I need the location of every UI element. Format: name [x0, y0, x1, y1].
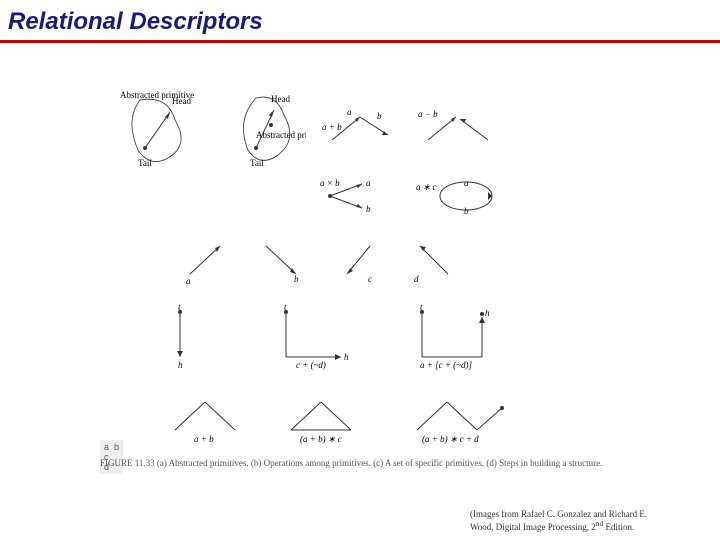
- d1-1-b: c + (~d): [296, 360, 326, 370]
- label-head: Head: [172, 96, 191, 106]
- label-tail-2: Tail: [250, 158, 264, 168]
- prim-d: d: [408, 234, 468, 284]
- op2-expr: a × b: [320, 178, 340, 188]
- fl-a: a: [104, 442, 109, 452]
- figure-area: Abstracted primitive Head Tail Head Abst…: [120, 90, 680, 490]
- d2-2-lbl: (a + b) ∗ c + d: [422, 434, 479, 444]
- row-d2: a + b (a + b) ∗ c (a + b) ∗ c + d: [160, 390, 680, 445]
- blob-2: Head Abstracted primitive Tail: [226, 90, 306, 170]
- d1-2-b: a + [c + (~d)]: [420, 360, 473, 370]
- d1-1-r: h: [344, 352, 349, 362]
- label-abstracted-2: Abstracted primitive: [256, 130, 306, 140]
- figure-caption: FIGURE 11.33 (a) Abstracted primitives. …: [100, 458, 660, 468]
- label-head-2: Head: [271, 94, 290, 104]
- attr-line2: Wood, Digital Image Processing, 2: [470, 522, 596, 532]
- prim-a: a: [180, 234, 240, 284]
- op3-mid: b: [464, 206, 469, 216]
- op0-expr: a + b: [322, 122, 342, 132]
- op2-b: b: [366, 204, 371, 214]
- op-aminusb: a − b: [418, 105, 498, 155]
- d1-0-b: h: [178, 360, 183, 370]
- d2-0-lbl: a + b: [194, 434, 214, 444]
- fl-b: b: [114, 442, 119, 452]
- op1-expr: a − b: [418, 109, 438, 119]
- row-a: Abstracted primitive Head Tail Head Abst…: [120, 90, 680, 170]
- blob-1: Abstracted primitive Head Tail: [120, 90, 210, 170]
- d1-0: t h: [160, 302, 250, 372]
- prim-c-lbl: c: [368, 274, 372, 284]
- d1-1: t c + (~d) h: [266, 302, 386, 372]
- d2-1-lbl: (a + b) ∗ c: [300, 434, 342, 444]
- page-title: Relational Descriptors: [8, 8, 263, 35]
- row-b2: a × b a b a ∗ c a b: [320, 176, 680, 216]
- op-astar: a ∗ c a b: [416, 176, 506, 216]
- d2-0: a + b: [160, 390, 260, 445]
- attr-line1: (Images from Rafael C. Gonzalez and Rich…: [470, 509, 647, 519]
- op0-a: a: [347, 107, 352, 117]
- op-aplusb: a + b a b: [322, 105, 402, 155]
- op-atimesb: a × b a b: [320, 176, 400, 216]
- attr-line2b: Edition.: [603, 522, 634, 532]
- op3-a: a: [464, 178, 469, 188]
- attribution: (Images from Rafael C. Gonzalez and Rich…: [470, 509, 700, 532]
- op0-b: b: [377, 111, 382, 121]
- title-bar: Relational Descriptors: [0, 0, 720, 43]
- prim-b-lbl: b: [294, 274, 299, 284]
- prim-b: b: [256, 234, 316, 284]
- row-d1: t h t c + (~d) h t: [160, 302, 680, 372]
- label-tail: Tail: [138, 158, 152, 168]
- op3-expr: a ∗ c: [416, 182, 437, 192]
- d2-1: (a + b) ∗ c: [276, 390, 386, 445]
- figure-label-grid: a b c d: [100, 440, 123, 474]
- d1-2-r: h: [485, 308, 490, 318]
- prim-c: c: [332, 234, 392, 284]
- row-c: a b c d: [180, 234, 680, 284]
- prim-a-lbl: a: [186, 276, 191, 284]
- d1-2: t a + [c + (~d)] h: [402, 302, 542, 372]
- d2-2: (a + b) ∗ c + d: [402, 390, 522, 445]
- op2-a: a: [366, 178, 371, 188]
- prim-d-lbl: d: [414, 274, 419, 284]
